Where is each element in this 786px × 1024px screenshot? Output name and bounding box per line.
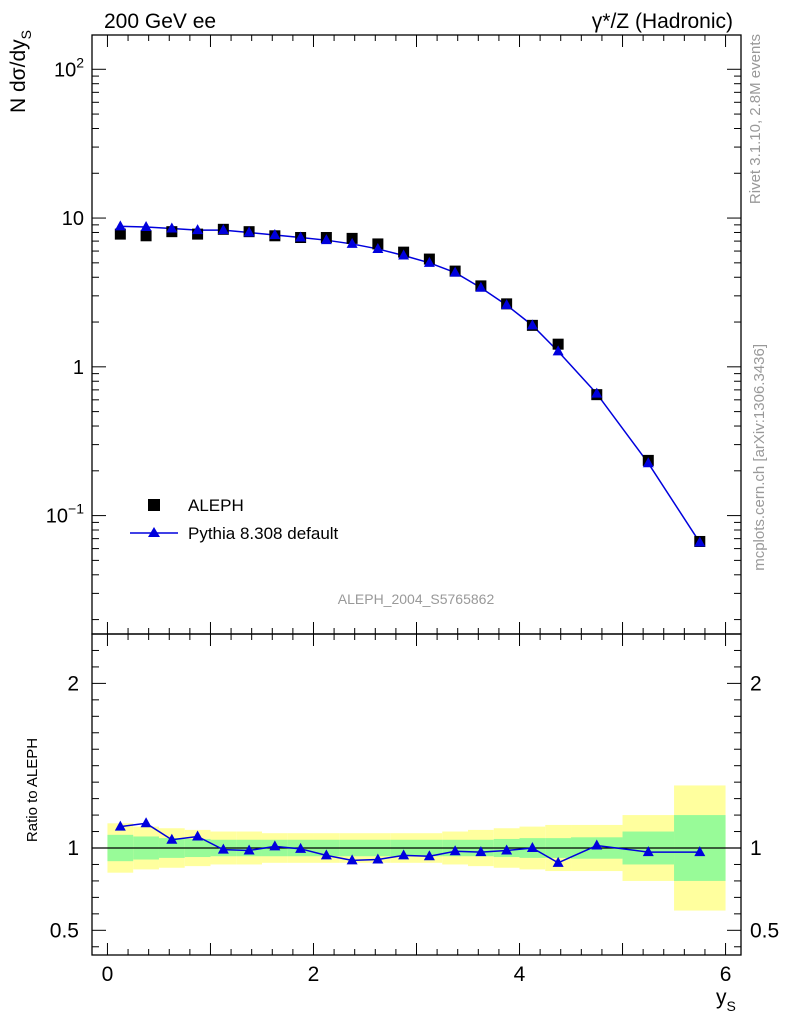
aleph-data-point (192, 228, 204, 240)
legend-mc-marker (148, 527, 160, 537)
ratio-point (166, 833, 178, 844)
ratio-point (269, 840, 281, 851)
mc-prediction-point (526, 319, 538, 330)
tick-label-base: 10 (62, 208, 84, 230)
ratio-point (423, 850, 435, 861)
aleph-data-point (552, 338, 564, 350)
mc-prediction-point (398, 249, 410, 260)
mc-prediction-point (295, 231, 307, 242)
tick-label-exponent: 2 (76, 54, 84, 70)
lower-y-tick-label: 0.5 (50, 919, 79, 942)
ratio-point (243, 844, 255, 855)
lower-panel-frame (91, 633, 742, 956)
ratio-point (552, 856, 564, 867)
ratio-point (449, 845, 461, 856)
lower-y-axis-title: Ratio to ALEPH (24, 738, 41, 842)
mc-prediction-point (166, 222, 178, 233)
tick-label-base: 1 (73, 357, 84, 379)
lower-y-tick-label: 2 (67, 672, 79, 695)
x-tick-label: 6 (720, 963, 732, 986)
mc-prediction-point (346, 237, 358, 248)
ratio-point (398, 849, 410, 860)
mc-prediction-point (140, 221, 152, 232)
tick-label-base: 10 (46, 506, 68, 528)
lower-y-tick-label-right: 1 (750, 837, 762, 860)
ratio-point (192, 830, 204, 841)
legend-mc-label: Pythia 8.308 default (188, 524, 339, 543)
x-tick-label: 0 (102, 963, 114, 986)
mc-prediction-point (269, 228, 281, 239)
mc-prediction-point (642, 457, 654, 468)
analysis-id-watermark: ALEPH_2004_S5765862 (338, 591, 495, 607)
header-left-label: 200 GeV ee (104, 10, 216, 33)
rivet-version-label: Rivet 3.1.10, 2.8M events (747, 34, 764, 204)
upper-y-tick-label: 1 (73, 357, 84, 379)
header-right-label: γ*/Z (Hadronic) (592, 10, 733, 33)
mc-prediction-point (372, 242, 384, 253)
x-tick-label: 2 (308, 963, 320, 986)
mc-prediction-point (243, 226, 255, 237)
upper-y-tick-label: 10−1 (46, 501, 84, 528)
upper-y-axis-title-subscript: S (18, 30, 34, 39)
mc-prediction-point (449, 266, 461, 277)
mc-prediction-point (217, 224, 229, 235)
mc-prediction-point (320, 234, 332, 245)
ratio-point (475, 846, 487, 857)
upper-y-axis-title: N dσ/dyS (7, 30, 34, 113)
aleph-data-point (114, 228, 126, 240)
ratio-point (501, 844, 513, 855)
mcplots-reference-label: mcplots.cern.ch [arXiv:1306.3436] (751, 344, 768, 571)
x-axis-title-subscript: S (727, 998, 736, 1014)
lower-y-tick-label: 1 (67, 837, 79, 860)
mc-prediction-point (552, 345, 564, 356)
ratio-point (140, 817, 152, 828)
tick-label-exponent: −1 (68, 501, 84, 517)
legend-data-marker (148, 499, 160, 511)
x-axis-title: yS (716, 986, 736, 1014)
mc-prediction-point (501, 299, 513, 310)
ratio-point (320, 849, 332, 860)
mc-prediction-point (114, 220, 126, 231)
upper-panel-marks (114, 220, 706, 547)
upper-panel-frame (91, 34, 742, 635)
ratio-point (346, 854, 358, 865)
x-tick-label: 4 (514, 963, 526, 986)
aleph-data-point (140, 230, 152, 242)
mc-prediction-point (192, 224, 204, 235)
ratio-point (526, 842, 538, 852)
legend: ALEPH Pythia 8.308 default (130, 496, 339, 543)
legend-data-label: ALEPH (188, 496, 244, 515)
ratio-point (114, 820, 126, 831)
ratio-point (591, 839, 603, 850)
mc-prediction-point (475, 281, 487, 292)
x-axis-title-main: y (716, 986, 727, 1009)
mc-prediction-point (694, 536, 706, 547)
ratio-point (372, 853, 384, 864)
lower-panel-marks (92, 817, 741, 867)
mc-prediction-point (423, 256, 435, 267)
ratio-point (295, 842, 307, 853)
mc-prediction-point (591, 387, 603, 398)
ratio-point (217, 843, 229, 854)
upper-y-tick-label: 10 (62, 208, 84, 230)
ratio-point (642, 846, 654, 857)
lower-y-tick-label-right: 2 (750, 672, 762, 695)
upper-y-axis-title-main: N dσ/dy (7, 39, 30, 113)
lower-y-tick-label-right: 0.5 (750, 919, 779, 942)
ratio-point (694, 846, 706, 857)
tick-label-base: 10 (54, 59, 76, 81)
upper-y-tick-label: 102 (54, 54, 84, 81)
